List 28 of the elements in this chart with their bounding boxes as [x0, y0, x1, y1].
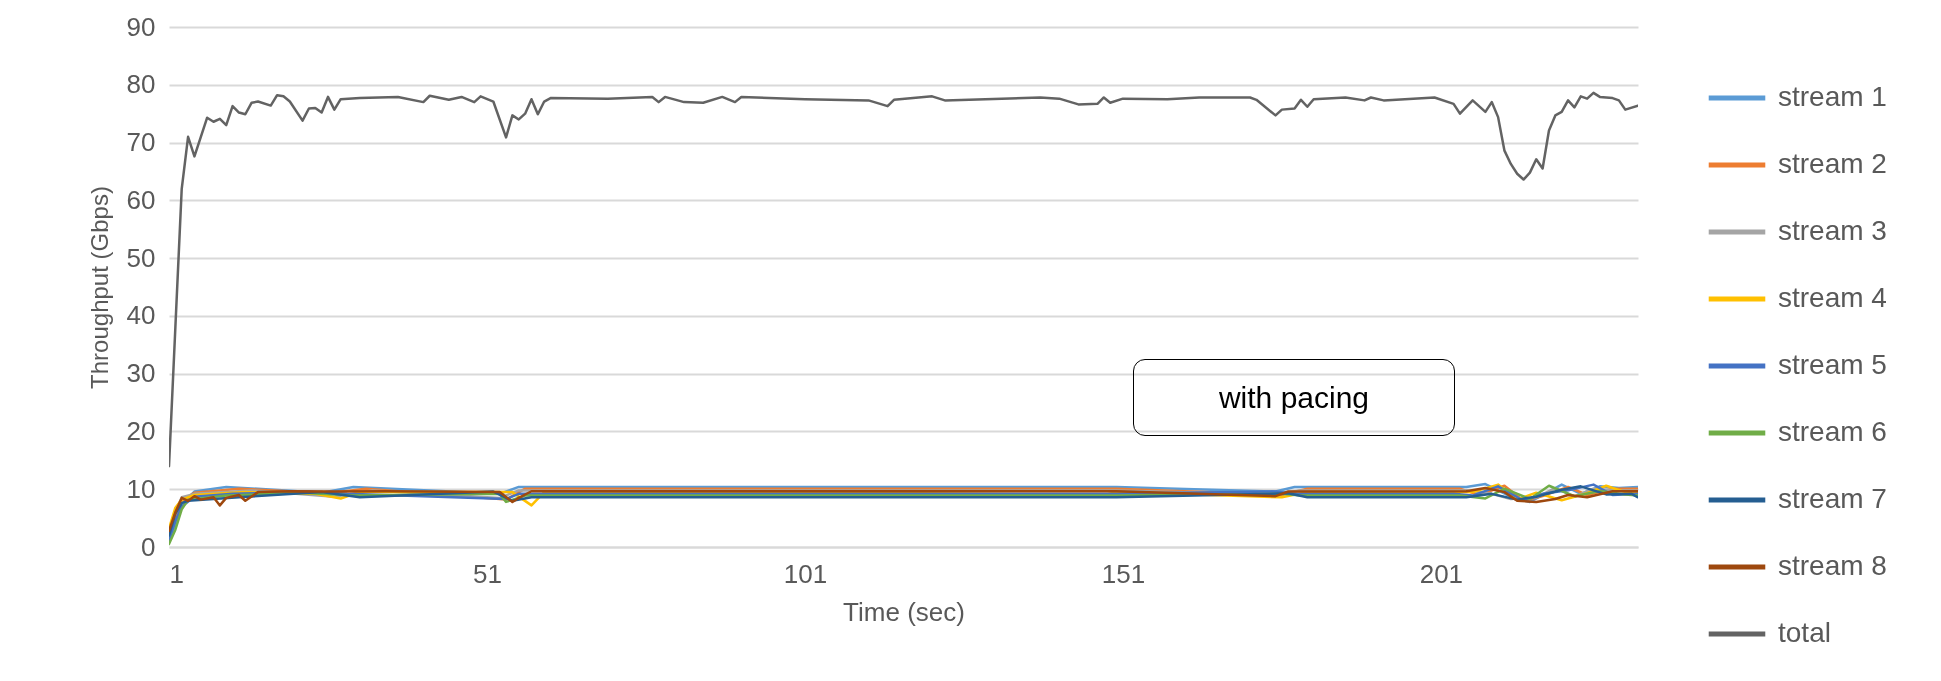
y-tick-label: 80 — [126, 69, 156, 100]
legend-label: stream 4 — [1778, 282, 1887, 313]
legend-label: stream 2 — [1778, 148, 1887, 179]
y-tick-label: 0 — [141, 531, 156, 562]
y-tick-label: 60 — [126, 184, 156, 215]
x-tick-label: 1 — [169, 558, 184, 589]
x-axis-title: Time (sec) — [843, 596, 965, 627]
x-tick-label: 201 — [1419, 558, 1464, 589]
legend-label: total — [1778, 617, 1831, 648]
x-tick-label: 151 — [1101, 558, 1146, 589]
y-tick-label: 90 — [126, 11, 156, 42]
x-tick-label: 51 — [473, 558, 502, 589]
legend-label: stream 7 — [1778, 483, 1887, 514]
legend-label: stream 6 — [1778, 416, 1887, 447]
y-axis-title: Throughput (Gbps) — [85, 186, 113, 389]
line-series — [169, 91, 1638, 468]
y-tick-label: 50 — [126, 242, 156, 273]
y-tick-label: 20 — [126, 415, 156, 446]
y-tick-label: 10 — [126, 473, 156, 504]
x-tick-label: 101 — [783, 558, 828, 589]
y-tick-label: 40 — [126, 300, 156, 331]
legend-label: stream 8 — [1778, 550, 1887, 581]
y-tick-label: 30 — [126, 358, 156, 389]
text-box: with pacing — [1133, 359, 1455, 436]
legend-label: stream 1 — [1778, 81, 1887, 112]
legend-label: stream 5 — [1778, 349, 1887, 380]
legend-label: stream 3 — [1778, 215, 1887, 246]
y-tick-label: 70 — [126, 127, 156, 158]
